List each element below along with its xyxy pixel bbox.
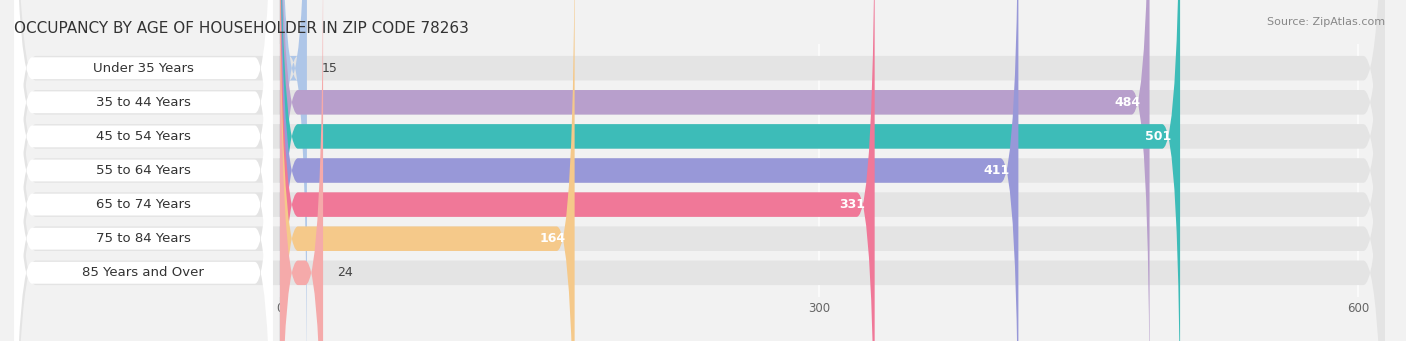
Text: 411: 411 (983, 164, 1010, 177)
FancyBboxPatch shape (14, 0, 1385, 341)
Text: Source: ZipAtlas.com: Source: ZipAtlas.com (1267, 17, 1385, 27)
Text: OCCUPANCY BY AGE OF HOUSEHOLDER IN ZIP CODE 78263: OCCUPANCY BY AGE OF HOUSEHOLDER IN ZIP C… (14, 21, 470, 36)
FancyBboxPatch shape (280, 0, 875, 341)
Text: 15: 15 (322, 62, 337, 75)
FancyBboxPatch shape (14, 0, 1385, 341)
FancyBboxPatch shape (14, 0, 273, 341)
Text: 484: 484 (1115, 96, 1140, 109)
FancyBboxPatch shape (14, 0, 273, 341)
Text: 501: 501 (1144, 130, 1171, 143)
FancyBboxPatch shape (14, 0, 1385, 341)
Text: 331: 331 (839, 198, 866, 211)
Text: 75 to 84 Years: 75 to 84 Years (96, 232, 191, 245)
FancyBboxPatch shape (280, 0, 1150, 341)
FancyBboxPatch shape (14, 0, 273, 341)
Text: 35 to 44 Years: 35 to 44 Years (96, 96, 191, 109)
FancyBboxPatch shape (280, 0, 307, 341)
FancyBboxPatch shape (14, 0, 1385, 341)
Text: 164: 164 (540, 232, 565, 245)
FancyBboxPatch shape (14, 0, 273, 341)
FancyBboxPatch shape (14, 0, 273, 341)
Text: 85 Years and Over: 85 Years and Over (83, 266, 204, 279)
Text: 24: 24 (337, 266, 353, 279)
FancyBboxPatch shape (280, 0, 323, 341)
FancyBboxPatch shape (14, 0, 273, 341)
Text: 65 to 74 Years: 65 to 74 Years (96, 198, 191, 211)
FancyBboxPatch shape (14, 0, 273, 341)
FancyBboxPatch shape (280, 0, 1180, 341)
FancyBboxPatch shape (280, 0, 575, 341)
Text: Under 35 Years: Under 35 Years (93, 62, 194, 75)
FancyBboxPatch shape (14, 0, 1385, 341)
Text: 55 to 64 Years: 55 to 64 Years (96, 164, 191, 177)
FancyBboxPatch shape (280, 0, 1018, 341)
FancyBboxPatch shape (14, 0, 1385, 341)
FancyBboxPatch shape (14, 0, 1385, 341)
Text: 45 to 54 Years: 45 to 54 Years (96, 130, 191, 143)
